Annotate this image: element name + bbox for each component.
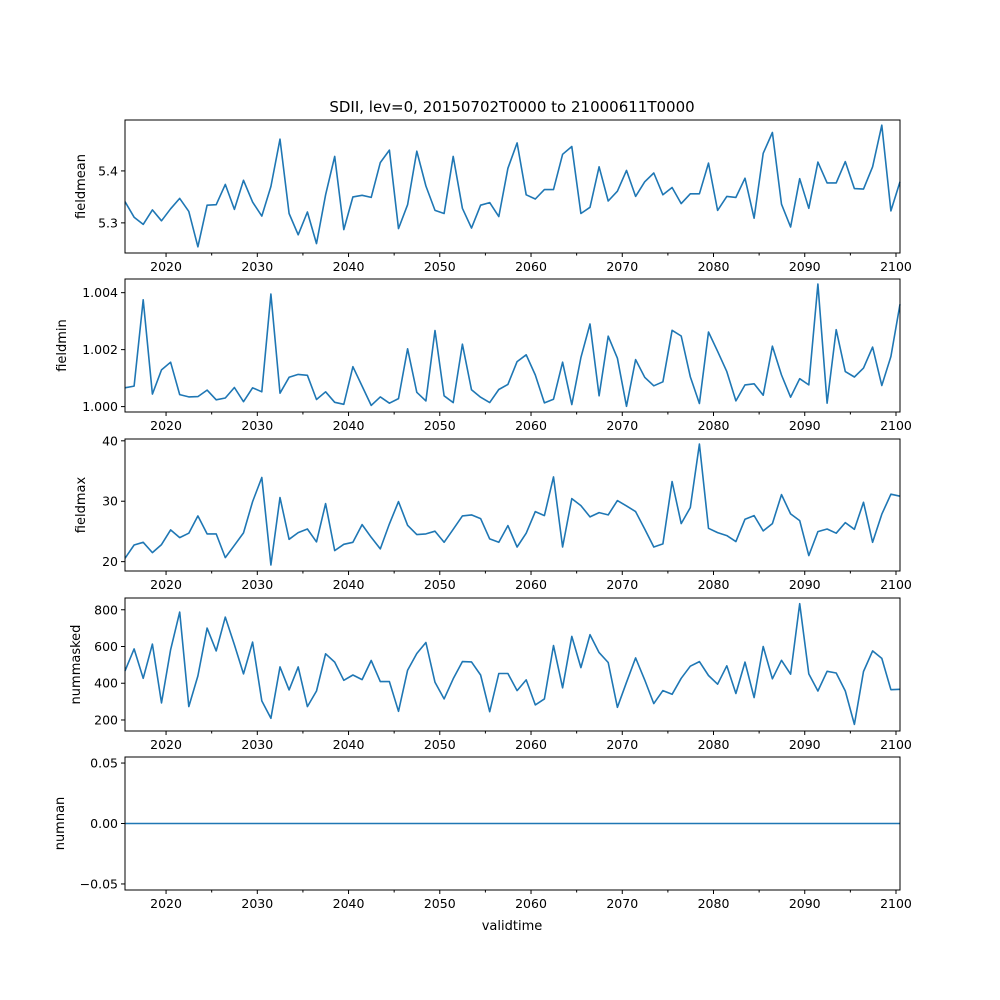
x-tick-label: 2060 <box>515 577 547 592</box>
x-tick-label: 2060 <box>515 896 547 911</box>
chart-title: SDII, lev=0, 20150702T0000 to 21000611T0… <box>329 98 694 116</box>
y-axis-label: fieldmin <box>55 319 70 372</box>
y-tick-label: −0.05 <box>80 876 118 891</box>
y-tick-label: 600 <box>94 639 118 654</box>
x-tick-label: 2020 <box>150 418 182 433</box>
x-tick-label: 2050 <box>424 737 456 752</box>
y-tick-label: 5.3 <box>98 215 118 230</box>
x-tick-label: 2020 <box>150 577 182 592</box>
x-tick-label: 2050 <box>424 418 456 433</box>
x-tick-label: 2090 <box>789 259 821 274</box>
x-axis-label: validtime <box>482 919 543 934</box>
series-line-fieldmax <box>124 443 901 566</box>
y-tick-label: 200 <box>94 712 118 727</box>
axes-frame <box>124 597 901 732</box>
x-tick-label: 2080 <box>698 577 730 592</box>
y-tick-label: 400 <box>94 676 118 691</box>
x-tick-label: 2030 <box>241 577 273 592</box>
y-tick-label: 1.004 <box>82 285 118 300</box>
series-line-fieldmin <box>124 283 901 408</box>
y-tick-label: 1.002 <box>82 342 118 357</box>
axes-frame <box>124 278 901 413</box>
x-tick-label: 2050 <box>424 896 456 911</box>
x-tick-label: 2080 <box>698 259 730 274</box>
x-tick-label: 2040 <box>333 418 365 433</box>
y-tick-label: 5.4 <box>98 163 118 178</box>
y-tick-label: 1.000 <box>82 399 118 414</box>
x-tick-label: 2060 <box>515 737 547 752</box>
y-tick-label: 20 <box>102 554 118 569</box>
axes-frame <box>124 119 901 254</box>
x-tick-label: 2070 <box>606 896 638 911</box>
x-tick-label: 2070 <box>606 577 638 592</box>
x-tick-label: 2100 <box>880 737 912 752</box>
series-line-nummasked <box>124 602 901 726</box>
y-tick-label: 800 <box>94 602 118 617</box>
subplot-nummasked: 200 400 600 800 2020 2030 2040 2050 2060 2070 2080… <box>69 597 912 752</box>
x-tick-label: 2090 <box>789 577 821 592</box>
y-axis-label: nummasked <box>69 625 84 705</box>
y-tick-label: 0.05 <box>90 756 118 771</box>
x-tick-label: 2030 <box>241 896 273 911</box>
x-tick-label: 2070 <box>606 259 638 274</box>
x-tick-label: 2100 <box>880 259 912 274</box>
x-tick-label: 2070 <box>606 418 638 433</box>
x-tick-label: 2030 <box>241 259 273 274</box>
y-axis-label: numnan <box>53 797 68 851</box>
x-tick-label: 2030 <box>241 418 273 433</box>
x-tick-label: 2090 <box>789 418 821 433</box>
x-tick-label: 2040 <box>333 259 365 274</box>
x-tick-label: 2060 <box>515 259 547 274</box>
x-tick-label: 2040 <box>333 896 365 911</box>
subplot-fieldmin: 1.000 1.002 1.004 2020 2030 2040 2050 2060 2070 2… <box>55 278 912 433</box>
axes-frame <box>124 438 901 572</box>
x-tick-label: 2100 <box>880 896 912 911</box>
y-axis-label: fieldmax <box>74 477 89 534</box>
y-tick-label: 30 <box>102 494 118 509</box>
x-tick-label: 2020 <box>150 896 182 911</box>
y-tick-label: 40 <box>102 433 118 448</box>
y-axis-label: fieldmean <box>74 154 89 219</box>
x-tick-label: 2050 <box>424 577 456 592</box>
x-tick-label: 2080 <box>698 737 730 752</box>
x-tick-label: 2100 <box>880 577 912 592</box>
x-tick-label: 2100 <box>880 418 912 433</box>
x-tick-label: 2070 <box>606 737 638 752</box>
series-line-fieldmean <box>124 124 901 248</box>
x-tick-label: 2040 <box>333 577 365 592</box>
x-tick-label: 2090 <box>789 896 821 911</box>
subplot-numnan: −0.05 0.00 0.05 2020 2030 2040 2050 2060 2070 208… <box>53 756 912 911</box>
x-tick-label: 2090 <box>789 737 821 752</box>
x-tick-label: 2020 <box>150 737 182 752</box>
x-tick-label: 2050 <box>424 259 456 274</box>
x-tick-label: 2080 <box>698 418 730 433</box>
x-tick-label: 2040 <box>333 737 365 752</box>
x-tick-label: 2030 <box>241 737 273 752</box>
x-tick-label: 2020 <box>150 259 182 274</box>
subplot-fieldmean: 5.3 5.4 2020 2030 2040 2050 2060 2070 2080 2090 21… <box>74 119 912 274</box>
y-tick-label: 0.00 <box>90 816 118 831</box>
x-tick-label: 2060 <box>515 418 547 433</box>
x-tick-label: 2080 <box>698 896 730 911</box>
